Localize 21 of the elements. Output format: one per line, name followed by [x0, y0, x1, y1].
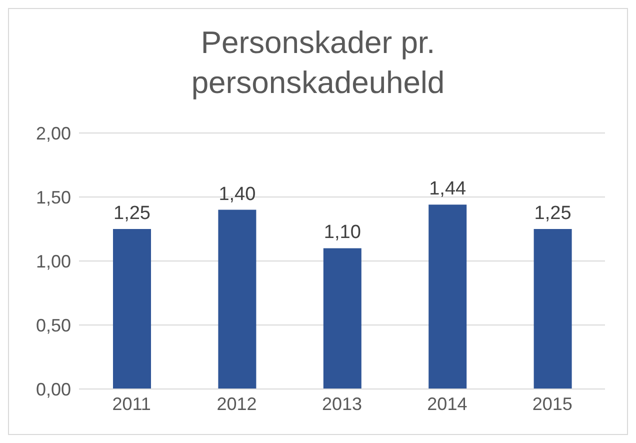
data-label: 1,10 — [324, 222, 361, 244]
chart-title: Personskader pr. personskadeuheld — [190, 24, 446, 102]
bar — [218, 210, 256, 389]
x-tick-label: 2013 — [322, 394, 362, 414]
x-tick-label: 2015 — [532, 394, 572, 414]
data-label: 1,25 — [534, 203, 572, 224]
data-label: 1,44 — [429, 178, 467, 200]
y-tick-label: 1,50 — [36, 187, 71, 208]
bar — [113, 229, 151, 389]
y-tick-label: 2,00 — [36, 123, 71, 144]
data-label: 1,40 — [218, 184, 256, 205]
x-tick-label: 2014 — [427, 394, 468, 414]
x-tick-label: 2011 — [112, 394, 151, 414]
y-tick-label: 1,00 — [36, 251, 71, 272]
bar — [534, 229, 572, 389]
x-tick-label: 2012 — [216, 394, 257, 414]
bar — [323, 248, 362, 389]
y-tick-label: 0,00 — [36, 379, 71, 400]
y-tick-label: 0,50 — [36, 315, 71, 336]
bar — [428, 204, 467, 389]
data-label: 1,25 — [114, 203, 150, 224]
